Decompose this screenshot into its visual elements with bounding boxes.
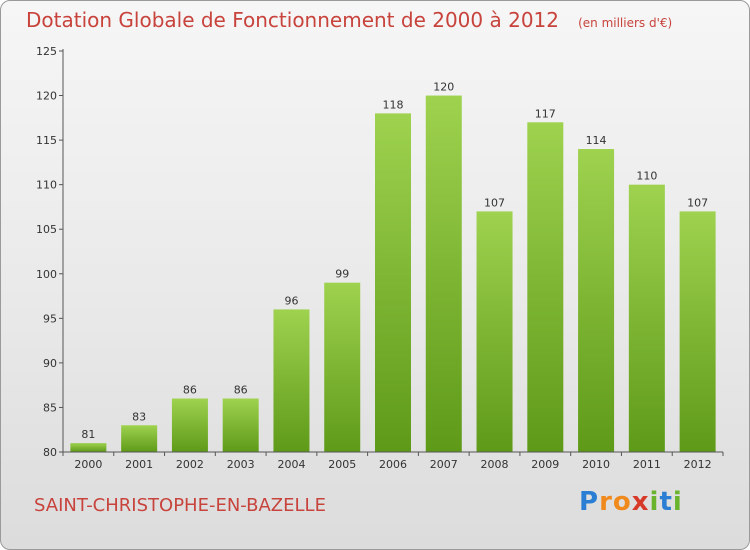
data-label: 107 <box>687 196 708 209</box>
data-label: 86 <box>234 384 248 397</box>
logo-letter: o <box>612 487 632 517</box>
logo-letter: x <box>631 487 650 517</box>
y-tick-label: 120 <box>36 90 57 103</box>
bar <box>679 211 716 452</box>
y-tick-label: 110 <box>36 179 57 192</box>
bar <box>476 211 513 452</box>
y-tick-label: 85 <box>43 401 57 414</box>
x-tick-label: 2009 <box>531 458 559 471</box>
bars: 81 83 86 86 96 99 118 120 107 117 114 110 107 <box>70 81 716 453</box>
y-tick-label: 115 <box>36 134 57 147</box>
x-tick-label: 2006 <box>379 458 407 471</box>
y-tick-label: 100 <box>36 268 57 281</box>
data-label: 81 <box>81 428 95 441</box>
bar <box>578 149 615 452</box>
data-label: 96 <box>284 294 298 307</box>
y-tick-label: 90 <box>43 357 57 370</box>
title-row: Dotation Globale de Fonctionnement de 20… <box>26 8 672 32</box>
bar <box>121 425 158 452</box>
bar <box>222 398 259 452</box>
bar <box>171 398 208 452</box>
chart-title: Dotation Globale de Fonctionnement de 20… <box>26 8 559 32</box>
logo-letter: r <box>599 487 613 517</box>
x-axis: 2000 2001 2002 2003 2004 2005 2006 2007 2008 2009… <box>62 451 724 471</box>
x-tick-label: 2002 <box>176 458 204 471</box>
x-tick-label: 2011 <box>633 458 661 471</box>
y-axis: 80 85 90 95 100 105 110 115 120 125 <box>36 45 64 459</box>
y-tick-label: 125 <box>36 45 57 58</box>
x-tick-label: 2000 <box>74 458 102 471</box>
logo-letter: t <box>659 487 673 517</box>
y-tick-label: 95 <box>43 312 57 325</box>
proxiti-logo: Proxiti <box>579 487 683 517</box>
bar <box>425 95 462 453</box>
data-label: 86 <box>183 384 197 397</box>
bar <box>70 443 107 452</box>
logo-letter: P <box>579 487 600 517</box>
x-tick-label: 2001 <box>125 458 153 471</box>
x-tick-label: 2005 <box>328 458 356 471</box>
x-tick-label: 2008 <box>481 458 509 471</box>
x-tick-label: 2007 <box>430 458 458 471</box>
unit-note: (en milliers d'€) <box>578 16 673 30</box>
data-label: 83 <box>132 410 146 423</box>
data-label: 110 <box>636 170 657 183</box>
y-tick-label: 80 <box>43 446 57 459</box>
data-label: 120 <box>433 81 454 94</box>
logo-letter: i <box>672 487 683 517</box>
logo-letter: i <box>649 487 660 517</box>
x-tick-label: 2004 <box>277 458 305 471</box>
data-label: 99 <box>335 268 349 281</box>
y-tick-label: 105 <box>36 223 57 236</box>
x-tick-label: 2012 <box>684 458 712 471</box>
data-label: 117 <box>535 107 556 120</box>
bar <box>273 309 310 452</box>
data-label: 118 <box>383 98 404 111</box>
data-label: 114 <box>586 134 607 147</box>
bar <box>375 113 411 452</box>
commune-name: SAINT-CHRISTOPHE-EN-BAZELLE <box>34 495 326 516</box>
bar <box>628 184 665 452</box>
x-tick-label: 2010 <box>582 458 610 471</box>
data-label: 107 <box>484 196 505 209</box>
x-tick-label: 2003 <box>227 458 255 471</box>
bar <box>527 122 564 453</box>
bar <box>324 282 361 452</box>
